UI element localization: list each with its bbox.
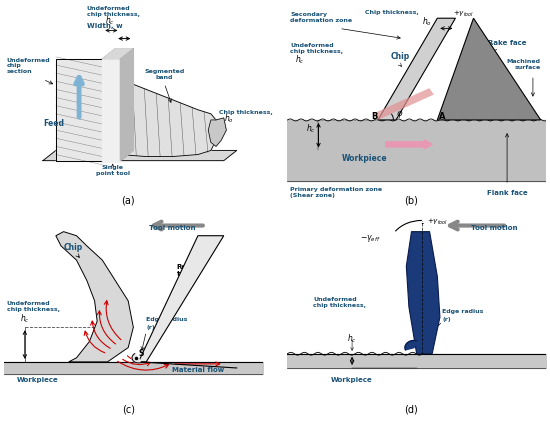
- Text: Tool motion: Tool motion: [149, 225, 195, 231]
- FancyArrow shape: [386, 140, 432, 149]
- Polygon shape: [102, 59, 120, 161]
- Text: S: S: [139, 349, 144, 358]
- Text: $h_c$: $h_c$: [20, 312, 29, 325]
- Text: (r): (r): [443, 317, 451, 322]
- Text: (d): (d): [405, 405, 419, 415]
- Text: $+\gamma_{tool}$: $+\gamma_{tool}$: [453, 9, 474, 19]
- FancyBboxPatch shape: [288, 120, 546, 181]
- Text: Material flow: Material flow: [172, 367, 224, 373]
- Text: (a): (a): [122, 195, 135, 206]
- Text: A: A: [438, 112, 445, 121]
- Text: $-\gamma_{eff}$: $-\gamma_{eff}$: [360, 233, 381, 244]
- Text: $+\gamma_{tool}$: $+\gamma_{tool}$: [427, 217, 448, 227]
- Text: Edge radius: Edge radius: [443, 309, 484, 314]
- Text: Flank face: Flank face: [487, 190, 527, 196]
- Text: (r): (r): [146, 325, 155, 330]
- Text: Width, w: Width, w: [87, 23, 123, 29]
- Text: Secondary
deformation zone: Secondary deformation zone: [290, 13, 352, 23]
- Text: Workpiece: Workpiece: [342, 154, 388, 163]
- Text: Primary deformation zone
(Shear zone): Primary deformation zone (Shear zone): [290, 187, 382, 198]
- Text: $h_c$: $h_c$: [105, 14, 115, 27]
- Polygon shape: [373, 88, 434, 120]
- Text: Chip thickness,: Chip thickness,: [218, 110, 272, 115]
- Text: Rake face: Rake face: [488, 40, 526, 46]
- Polygon shape: [102, 49, 133, 59]
- Polygon shape: [405, 341, 417, 350]
- Polygon shape: [406, 232, 440, 354]
- Text: $\varphi$: $\varphi$: [396, 109, 403, 120]
- Polygon shape: [56, 232, 133, 362]
- Text: Real
tool: Real tool: [177, 264, 194, 277]
- Text: $h_o$: $h_o$: [224, 113, 234, 126]
- Text: (c): (c): [122, 405, 135, 415]
- Text: $h_c$: $h_c$: [306, 122, 315, 135]
- Text: Undeformed
chip thickness,: Undeformed chip thickness,: [7, 301, 60, 312]
- Text: $h_c$: $h_c$: [295, 54, 305, 66]
- Polygon shape: [437, 18, 541, 120]
- Text: Workpiece: Workpiece: [331, 377, 373, 383]
- Text: Tool motion: Tool motion: [471, 225, 518, 231]
- Text: Undeformed
chip thickness,: Undeformed chip thickness,: [87, 6, 140, 17]
- Polygon shape: [120, 49, 133, 161]
- Text: B: B: [371, 112, 378, 121]
- Text: $h_o$: $h_o$: [422, 15, 432, 28]
- Text: Ideal
sharp
tool: Ideal sharp tool: [470, 54, 492, 74]
- Polygon shape: [378, 18, 455, 120]
- Text: Feed: Feed: [43, 119, 64, 128]
- Text: Machined
surface: Machined surface: [507, 59, 541, 70]
- Text: (b): (b): [405, 195, 419, 206]
- Text: Workpiece: Workpiece: [17, 377, 59, 383]
- Polygon shape: [43, 151, 236, 161]
- Text: Chip: Chip: [391, 52, 410, 61]
- Text: Chip thickness,: Chip thickness,: [365, 10, 419, 15]
- Text: Segmented
band: Segmented band: [144, 69, 184, 80]
- Text: Undeformed
chip thickness,: Undeformed chip thickness,: [314, 297, 366, 308]
- Text: Edge radius: Edge radius: [146, 317, 188, 322]
- Text: Single
point tool: Single point tool: [96, 165, 130, 176]
- Text: Chip: Chip: [64, 243, 83, 252]
- Polygon shape: [120, 79, 216, 157]
- Text: Undeformed
chip
section: Undeformed chip section: [7, 58, 51, 74]
- Polygon shape: [139, 236, 224, 362]
- Polygon shape: [208, 118, 227, 146]
- Polygon shape: [56, 59, 102, 161]
- Text: Undeformed
chip thickness,: Undeformed chip thickness,: [290, 43, 343, 54]
- Text: $h_c$: $h_c$: [347, 332, 356, 345]
- Polygon shape: [132, 354, 140, 363]
